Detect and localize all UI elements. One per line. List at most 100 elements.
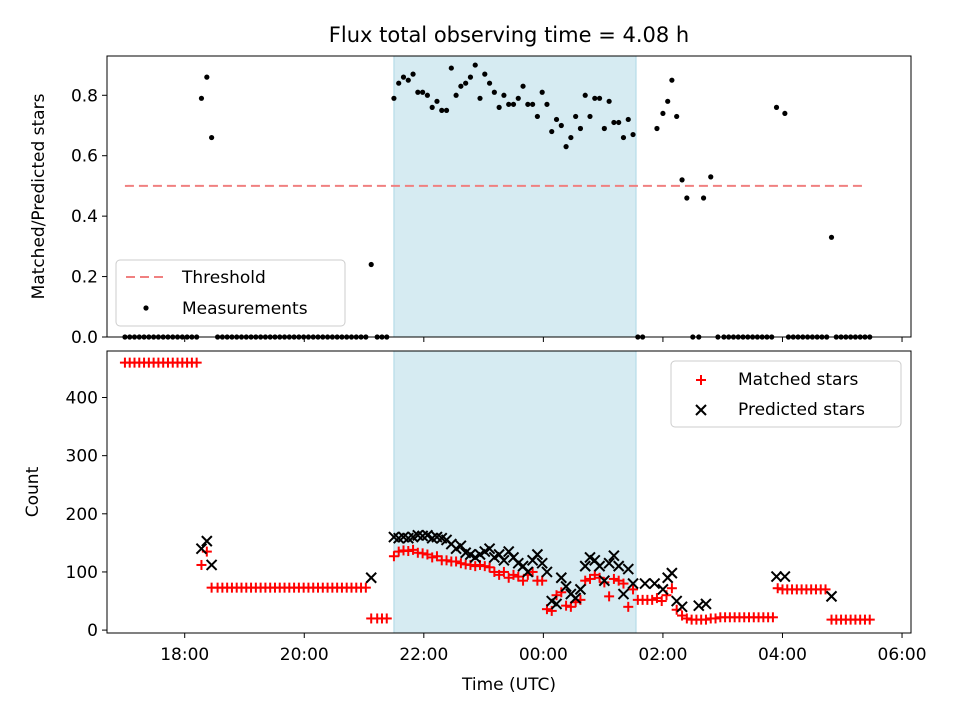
predicted-point	[560, 580, 572, 593]
matched-points	[119, 357, 875, 625]
measurement-point	[530, 101, 536, 107]
matched-point	[518, 575, 529, 586]
matched-point	[527, 566, 538, 577]
predicted-point	[531, 548, 544, 561]
predicted-point	[550, 598, 563, 610]
predicted-point	[693, 599, 705, 612]
measurement-point	[400, 74, 407, 80]
predicted-point	[617, 588, 630, 600]
matched-point	[608, 573, 619, 584]
measurement-point	[625, 116, 631, 123]
measurement-point	[620, 134, 627, 141]
measurement-point	[467, 74, 474, 80]
measurement-point	[515, 95, 521, 101]
ratio-legend: Threshold Measurements	[115, 259, 346, 327]
measurement-point	[582, 92, 588, 98]
observing-window-span	[393, 350, 637, 634]
predicted-point	[574, 583, 587, 596]
measurement-point	[410, 71, 416, 77]
measurement-point	[391, 95, 397, 101]
measurement-point	[611, 119, 617, 126]
y-tick-label: 100	[66, 563, 98, 583]
measurement-point	[429, 104, 435, 110]
measurement-points	[122, 62, 873, 340]
x-axis-label: Time (UTC)	[461, 675, 556, 695]
predicted-point	[365, 572, 377, 584]
measurement-point	[506, 101, 512, 107]
predicted-point	[195, 542, 208, 555]
legend-matched-swatch	[696, 375, 706, 385]
matched-point	[700, 614, 711, 625]
legend-x-mark	[695, 404, 707, 416]
measurement-point	[539, 89, 545, 95]
predicted-point	[205, 559, 218, 571]
measurement-point	[439, 107, 445, 113]
count-legend-box	[670, 360, 902, 428]
predicted-point	[648, 577, 661, 590]
predicted-point	[522, 566, 534, 578]
measurement-point	[453, 92, 459, 98]
legend-measurement-label: Measurements	[182, 299, 308, 319]
matched-point	[381, 613, 392, 624]
y-tick-label: 300	[66, 447, 98, 467]
measurement-point	[616, 119, 622, 126]
y-tick-label: 0.0	[71, 328, 98, 348]
matched-point	[508, 569, 519, 580]
measurement-point	[496, 104, 502, 110]
predicted-point	[541, 566, 553, 578]
measurement-point	[458, 83, 464, 89]
predicted-point	[555, 572, 568, 584]
measurement-point	[654, 125, 660, 132]
count-panel: 0 100 200 300 400 18:00 20:00 22:00 00:00 02:00 0…	[23, 350, 927, 695]
predicted-point	[608, 549, 620, 562]
y-tick-label: 0.8	[71, 86, 98, 106]
measurement-point	[573, 113, 579, 120]
matched-point	[580, 575, 591, 586]
measurement-point	[773, 104, 780, 110]
count-panel-frame	[106, 350, 912, 634]
measurement-point	[420, 89, 426, 95]
y-tick-label: 0.2	[71, 268, 98, 288]
measurement-point	[665, 98, 671, 104]
predicted-point	[455, 540, 467, 552]
measurement-point	[568, 134, 574, 141]
measurement-point	[708, 174, 714, 180]
matched-point	[556, 587, 567, 598]
count-y-axis-label: Count	[23, 466, 43, 517]
count-y-axis: 0 100 200 300 400	[66, 389, 107, 641]
x-tick-label: 02:00	[638, 645, 687, 665]
matched-point	[484, 562, 495, 573]
matched-point	[360, 582, 371, 593]
measurement-point	[700, 195, 707, 201]
matched-point	[599, 577, 610, 588]
matched-point	[772, 583, 783, 594]
legend-plus-mark	[696, 375, 706, 385]
ratio-panel-frame	[106, 55, 912, 338]
matched-point	[470, 561, 481, 572]
measurement-point	[477, 95, 483, 101]
matched-point	[594, 572, 605, 583]
x-tick-label: 20:00	[280, 645, 329, 665]
measurement-point	[204, 74, 210, 80]
ratio-y-axis-label: Matched/Predicted stars	[29, 93, 49, 299]
legend-predicted-label: Predicted stars	[738, 400, 865, 420]
measurement-point	[448, 65, 454, 71]
measurement-point	[209, 134, 215, 141]
measurement-point	[679, 177, 685, 183]
measurement-point	[558, 122, 564, 129]
y-tick-label: 200	[66, 505, 98, 525]
matched-point	[656, 596, 667, 607]
count-x-axis: 18:00 20:00 22:00 00:00 02:00 04:00 06:00	[160, 633, 927, 665]
measurement-point	[472, 62, 478, 68]
x-tick-label: 06:00	[878, 645, 927, 665]
matched-point	[403, 546, 414, 557]
predicted-point	[700, 598, 712, 610]
matched-point	[864, 614, 875, 625]
predicted-point	[825, 590, 838, 603]
measurement-point	[501, 92, 507, 98]
predicted-point	[201, 535, 213, 547]
measurement-point	[463, 80, 469, 86]
measurement-point	[630, 131, 636, 138]
matched-point	[647, 594, 658, 605]
